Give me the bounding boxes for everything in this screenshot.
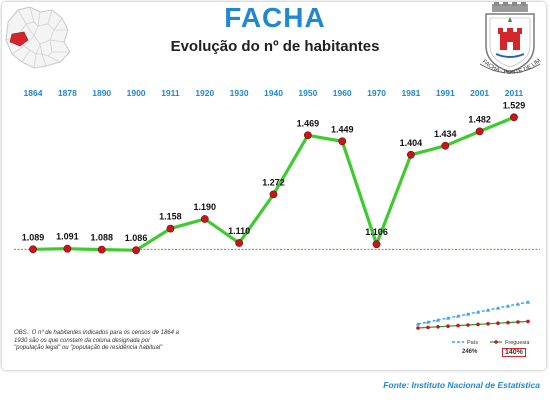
slide-frame [2, 2, 546, 370]
data-label: 1.088 [90, 233, 113, 243]
pais-point [475, 310, 481, 314]
legend-freguesia-marker [494, 340, 498, 344]
data-point [338, 137, 347, 146]
freguesia-point [426, 325, 430, 330]
data-point [200, 215, 209, 223]
freguesia-point [446, 324, 450, 328]
pais-growth-value: 246% [462, 349, 478, 355]
data-label: 1.404 [400, 138, 423, 148]
x-tick-label: 1940 [264, 88, 283, 98]
x-tick-label: 1991 [436, 88, 455, 98]
data-label: 1.529 [503, 100, 526, 110]
pais-point [525, 300, 531, 304]
x-tick-label: 2011 [505, 88, 524, 98]
x-tick-label: 1864 [24, 88, 43, 98]
data-point [29, 245, 37, 254]
data-label: 1.449 [331, 124, 354, 134]
legend-freguesia-label: Freguesia [505, 340, 530, 346]
district-map-icon [5, 6, 71, 69]
data-label: 1.434 [434, 129, 457, 139]
page-subtitle: Evolução do nº de habitantes [170, 38, 380, 55]
x-tick-label: 1920 [195, 88, 214, 98]
x-tick-label: 1900 [127, 88, 146, 98]
pais-point [455, 314, 461, 318]
pais-point [445, 316, 451, 320]
x-tick-label: 1878 [58, 88, 77, 98]
pais-series-line [417, 301, 529, 325]
data-label: 1.089 [22, 232, 45, 242]
pais-point [465, 312, 471, 316]
freguesia-point [526, 319, 530, 324]
pais-point [415, 322, 421, 326]
data-point [441, 141, 450, 150]
coat-of-arms-icon [479, 2, 541, 74]
freguesia-point [486, 322, 490, 326]
freguesia-point [476, 322, 480, 327]
freguesia-point [466, 323, 470, 327]
x-tick-label: 1950 [298, 88, 317, 98]
x-tick-label: 1911 [161, 88, 180, 98]
data-point [510, 113, 518, 122]
data-point [63, 244, 72, 253]
page-title: FACHA [224, 2, 326, 33]
x-tick-label: 1930 [230, 88, 249, 98]
data-point [269, 190, 278, 199]
pais-point [515, 302, 521, 306]
freguesia-point [456, 323, 460, 328]
source-credit: Fonte: Instituto Nacional de Estatística [383, 380, 540, 390]
data-label: 1.272 [262, 177, 285, 187]
x-tick-label: 1890 [92, 88, 111, 98]
pais-point [495, 306, 501, 310]
pais-point [435, 318, 441, 322]
data-point [372, 240, 381, 249]
data-label: 1.106 [365, 227, 388, 237]
x-tick-label: 2001 [470, 88, 489, 98]
freguesia-point [436, 325, 440, 329]
observation-note: OBS.: O nº de habitantes indicados para … [14, 330, 179, 351]
freguesia-point [506, 320, 510, 325]
data-label: 1.158 [159, 212, 182, 222]
data-label: 1.469 [297, 118, 320, 128]
data-point [475, 127, 484, 136]
growth-comparison-mini-chart: País Freguesia [415, 300, 531, 346]
data-label: 1.190 [194, 202, 217, 212]
data-point [235, 239, 244, 247]
legend-pais-label: País [467, 340, 478, 346]
data-label: 1.091 [56, 232, 79, 242]
freguesia-growth-value: 140% [502, 348, 526, 357]
data-label: 1.086 [125, 233, 148, 243]
data-label: 1.482 [468, 114, 491, 124]
pais-point [485, 308, 491, 312]
freguesia-point [516, 320, 520, 324]
data-label: 1.110 [228, 226, 250, 236]
x-tick-label: 1960 [333, 88, 352, 98]
freguesia-series-line [417, 320, 529, 329]
crest-caption-arc: FACHA - PONTE DE LIMA [474, 2, 542, 76]
data-point [97, 245, 106, 254]
data-point [407, 150, 415, 159]
freguesia-point [496, 321, 500, 325]
x-tick-label: 1981 [401, 88, 420, 98]
data-point [166, 224, 175, 233]
data-point [303, 131, 312, 140]
x-tick-label: 1970 [367, 88, 386, 98]
freguesia-point [416, 326, 420, 330]
pais-point [425, 320, 431, 324]
pais-point [505, 304, 511, 308]
data-point [132, 246, 140, 255]
